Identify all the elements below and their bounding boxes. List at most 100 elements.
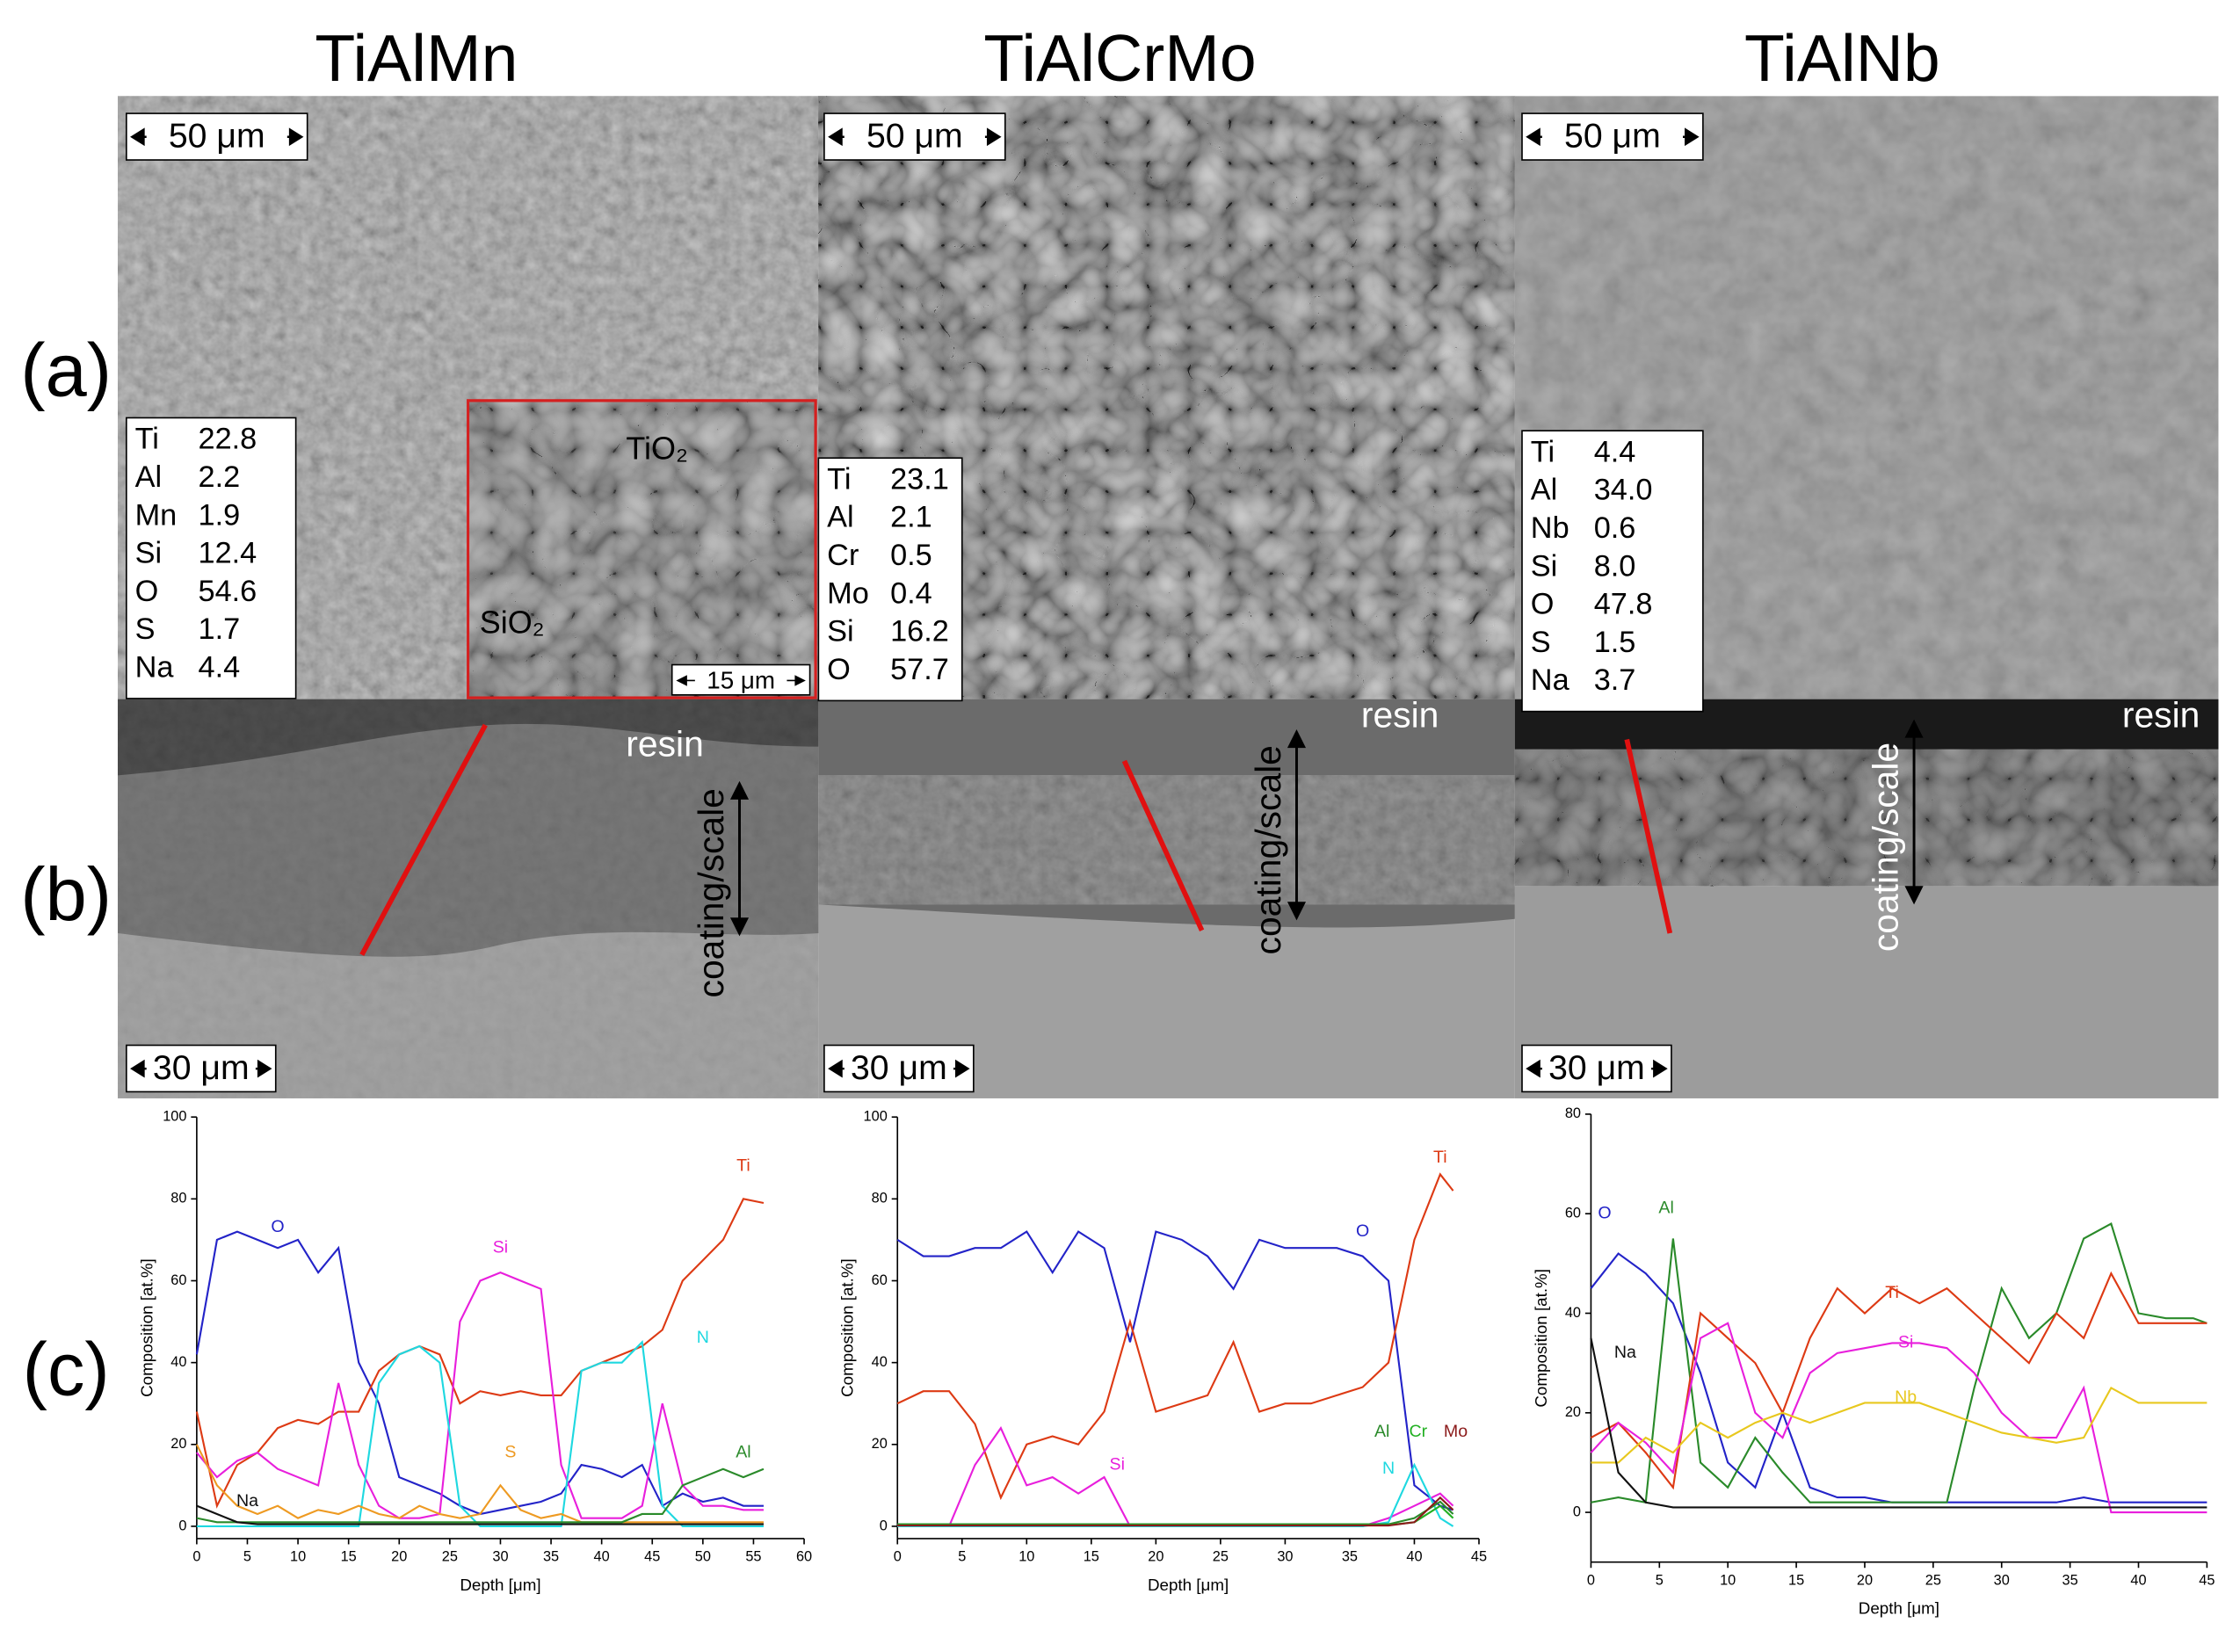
x-tick-label: 35	[1342, 1548, 1358, 1564]
element-value: 47.8	[1594, 588, 1653, 621]
element-label: Mn	[135, 498, 178, 532]
phase-label: TiO₂	[626, 431, 688, 467]
x-tick-label: 40	[2130, 1572, 2146, 1588]
series-label: Cr	[1410, 1422, 1428, 1441]
series-label: O	[1598, 1203, 1611, 1222]
series-label: O	[271, 1217, 284, 1236]
y-tick-label: 100	[864, 1109, 888, 1125]
series-line	[897, 1462, 1454, 1528]
y-tick-label: 60	[1565, 1206, 1581, 1221]
series-line	[1591, 1221, 2207, 1503]
series-line	[897, 1496, 1454, 1527]
resin-label: resin	[1361, 695, 1439, 735]
series-line	[897, 1504, 1454, 1526]
scale-bar-arrows	[828, 1059, 970, 1078]
element-value: 1.5	[1594, 626, 1636, 659]
composition-box	[817, 457, 963, 702]
element-value: 57.7	[890, 653, 949, 686]
scale-bar-label: 50 μm	[1564, 118, 1661, 156]
y-tick-label: 0	[178, 1518, 186, 1533]
y-tick-label: 40	[1565, 1305, 1581, 1321]
linescan-line	[1624, 738, 1673, 934]
x-axis-label: Depth [μm]	[1859, 1599, 1939, 1618]
y-axis-label: Composition [at.%]	[1532, 1269, 1550, 1408]
series-line	[196, 1504, 764, 1525]
element-value: 4.4	[1594, 435, 1636, 468]
x-tick-label: 5	[958, 1548, 966, 1564]
series-label: Al	[1374, 1422, 1389, 1441]
x-tick-label: 45	[1471, 1548, 1487, 1564]
series-label: Na	[1614, 1343, 1636, 1362]
element-label: O	[1531, 588, 1555, 621]
element-value: 16.2	[890, 615, 949, 648]
element-label: O	[135, 575, 159, 608]
thickness-arrow	[1904, 719, 1924, 905]
y-tick-label: 60	[170, 1272, 186, 1288]
series-label: Al	[1658, 1199, 1673, 1218]
x-tick-label: 10	[1720, 1572, 1736, 1588]
y-tick-label: 60	[872, 1272, 888, 1288]
y-tick-label: 80	[170, 1191, 186, 1206]
series-line	[1590, 1322, 2207, 1514]
coating-label: coating/scale	[1865, 743, 1905, 952]
series-line	[897, 1500, 1454, 1525]
element-label: Si	[827, 615, 854, 648]
series-label: Nb	[1895, 1388, 1917, 1407]
y-tick-label: 40	[872, 1354, 888, 1370]
x-tick-label: 15	[1084, 1548, 1099, 1564]
element-label: Ti	[135, 423, 159, 456]
scale-bar-box	[1521, 1044, 1672, 1093]
scale-bar-box	[823, 112, 1006, 161]
x-tick-label: 15	[1788, 1572, 1804, 1588]
element-label: Cr	[827, 539, 859, 572]
x-tick-label: 20	[1148, 1548, 1163, 1564]
row-label: (a)	[20, 330, 112, 413]
x-tick-label: 55	[745, 1548, 761, 1564]
scale-bar-label: 30 μm	[851, 1049, 947, 1087]
phase-label: SiO₂	[480, 604, 545, 640]
resin-label: resin	[2122, 695, 2200, 735]
x-tick-label: 10	[290, 1548, 306, 1564]
element-value: 2.1	[890, 501, 932, 534]
element-label: O	[827, 653, 851, 686]
linescan-line	[1121, 759, 1205, 931]
y-tick-label: 0	[1573, 1503, 1581, 1519]
x-tick-label: 10	[1019, 1548, 1034, 1564]
series-line	[1590, 1337, 2207, 1509]
element-label: Nb	[1531, 511, 1569, 545]
inset-scale-arrows	[676, 675, 806, 686]
x-tick-label: 25	[1213, 1548, 1229, 1564]
element-label: Ti	[1531, 435, 1555, 468]
scale-bar-box	[823, 1044, 975, 1093]
series-label: Ti	[1885, 1283, 1899, 1302]
x-tick-label: 5	[1656, 1572, 1664, 1588]
series-line	[195, 1198, 765, 1509]
column-title: TiAlNb	[1744, 21, 1940, 95]
series-line	[1591, 1387, 2207, 1464]
element-label: Mo	[827, 576, 869, 610]
y-tick-label: 0	[880, 1518, 888, 1533]
series-line	[896, 1230, 1453, 1511]
inset-texture	[469, 402, 815, 697]
y-tick-label: 20	[170, 1436, 186, 1452]
element-value: 22.8	[199, 423, 257, 456]
series-line	[1590, 1271, 2207, 1490]
thickness-arrow	[1287, 729, 1307, 921]
scale-bar-arrows	[130, 1059, 272, 1078]
element-value: 2.2	[199, 460, 241, 494]
element-value: 12.4	[199, 537, 257, 570]
element-value: 23.1	[890, 462, 949, 496]
x-tick-label: 35	[2062, 1572, 2078, 1588]
sem-b2-texture	[818, 775, 1515, 905]
x-tick-label: 50	[695, 1548, 711, 1564]
element-value: 4.4	[199, 650, 241, 684]
scale-bar-arrows	[1526, 1059, 1668, 1078]
element-label: Al	[135, 460, 163, 494]
series-label: Si	[1110, 1454, 1125, 1474]
coating-label: coating/scale	[1248, 745, 1288, 954]
x-axis-label: Depth [μm]	[1148, 1576, 1229, 1594]
series-label: N	[697, 1328, 709, 1347]
series-label: S	[504, 1442, 516, 1461]
series-label: Na	[236, 1491, 258, 1511]
scale-bar-label: 30 μm	[1548, 1049, 1645, 1087]
